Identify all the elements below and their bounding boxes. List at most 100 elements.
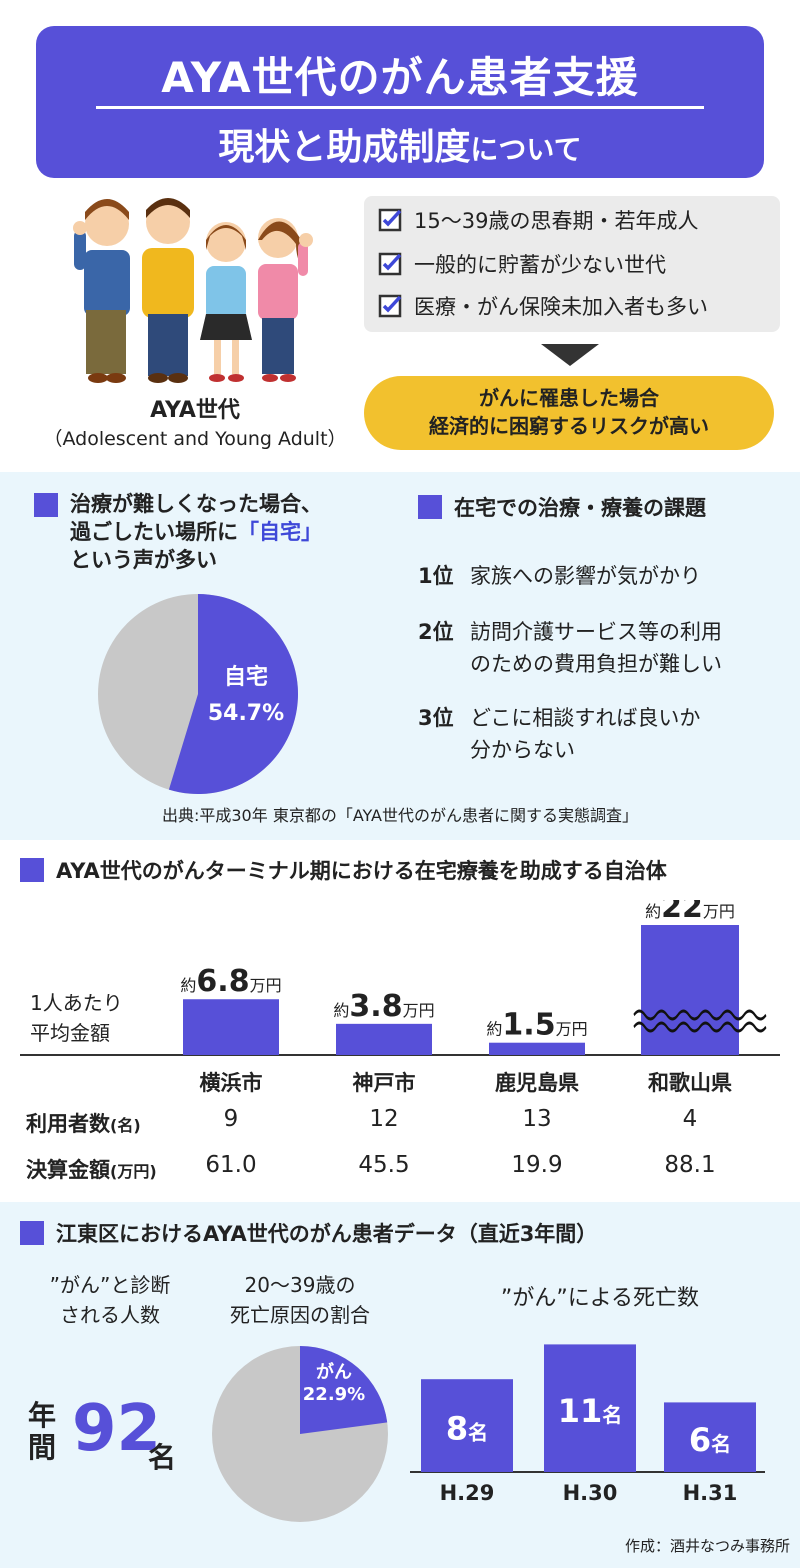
death-ratio-line2: 死亡原因の割合: [230, 1303, 370, 1327]
rank-text: どこに相談すれば良いか: [470, 706, 701, 730]
death-count-label: ”がん”による死亡数: [500, 1286, 700, 1311]
risk-callout: がんに罹患した場合 経済的に困窮するリスクが高い: [364, 376, 774, 450]
page-subtitle: 現状と助成制度について: [36, 118, 764, 170]
bar-value-label: 約6.8万円: [180, 964, 281, 999]
issues-heading-text: 在宅での治療・療養の課題: [454, 496, 706, 520]
pie-slice-highlight: [300, 1346, 388, 1434]
home-care-heading: 治療が難しくなった場合、 過ごしたい場所に「自宅」 という声が多い: [34, 490, 394, 574]
subtitle-main: 現状と助成制度: [218, 127, 471, 168]
section-marker: [20, 1221, 44, 1245]
municipality-heading-text: AYA世代のがんターミナル期における在宅療養を助成する自治体: [56, 859, 667, 883]
city-label: 鹿児島県: [495, 1071, 579, 1095]
users-cell: 13: [522, 1106, 552, 1132]
title-divider: [96, 106, 704, 109]
per-person-line2: 平均金額: [30, 1021, 110, 1045]
users-label: 利用者数: [26, 1112, 110, 1136]
budget-cell: 88.1: [664, 1152, 716, 1178]
bar-value-label: 8名: [446, 1410, 488, 1448]
axis-break-wave: [633, 1009, 767, 1021]
home-preference-pie: [98, 594, 299, 794]
rank-item: 1位 家族への影響が気がかり: [418, 560, 788, 592]
person-2: [142, 198, 194, 383]
rank-item: 3位 どこに相談すれば良いか 分からない: [418, 702, 788, 766]
checklist-item: 一般的に貯蓄が少ない世代: [378, 244, 778, 284]
aya-people-illustration: [73, 198, 313, 383]
rank-text: のための費用負担が難しい: [470, 652, 722, 676]
aya-checklist: 15〜39歳の思春期・若年成人 一般的に貯蓄が少ない世代 医療・がん保険未加入者…: [364, 196, 780, 332]
rank-number: 2位: [418, 620, 454, 644]
koto-heading-text: 江東区におけるAYA世代のがん患者データ（直近3年間）: [56, 1222, 598, 1246]
city-label: 横浜市: [199, 1071, 263, 1095]
rank-text: 家族への影響が気がかり: [470, 564, 701, 588]
checklist-text: 医療・がん保険未加入者も多い: [414, 295, 708, 319]
deaths-bar-chart: 8名 H.29 11名 H.30 6名 H.31: [410, 1344, 765, 1505]
home-heading-line2: 過ごしたい場所に: [70, 520, 238, 544]
users-unit: (名): [110, 1116, 141, 1135]
municipality-heading: AYA世代のがんターミナル期における在宅療養を助成する自治体: [20, 855, 790, 885]
category-label: H.30: [563, 1481, 618, 1505]
budget-label: 決算金額: [26, 1158, 110, 1182]
checklist-item: 医療・がん保険未加入者も多い: [378, 286, 778, 326]
rank-item: 2位 訪問介護サービス等の利用 のための費用負担が難しい: [418, 616, 788, 680]
bar-value-label: 約3.8万円: [333, 989, 434, 1024]
home-heading-line3: という声が多い: [70, 548, 217, 572]
death-ratio-label: 20〜39歳の 死亡原因の割合: [200, 1270, 400, 1330]
pie-home-label: 自宅 54.7%: [196, 660, 296, 732]
risk-line-2: 経済的に困窮するリスクが高い: [429, 414, 709, 438]
budget-unit: (万円): [110, 1162, 157, 1181]
checkbox-icon: [378, 208, 402, 232]
budget-cell: 45.5: [358, 1152, 410, 1178]
bar: [183, 999, 279, 1055]
yearly-kan: 間: [28, 1431, 57, 1464]
home-heading-line1: 治療が難しくなった場合、: [70, 492, 322, 516]
person-4: [258, 218, 313, 382]
pie-home-name: 自宅: [223, 665, 268, 690]
budget-cell: 19.9: [511, 1152, 563, 1178]
rank-text: 分からない: [470, 738, 575, 762]
bar-value-label: 約22万円: [645, 900, 735, 925]
death-cause-pie: [212, 1346, 388, 1522]
budget-row-label: 決算金額(万円): [26, 1154, 157, 1184]
section-marker: [34, 493, 58, 517]
axis-break-wave: [633, 1021, 767, 1033]
rank-text: 訪問介護サービス等の利用: [470, 620, 722, 644]
title-banner: AYA世代のがん患者支援 現状と助成制度について: [36, 26, 764, 178]
section-marker: [20, 858, 44, 882]
category-label: H.31: [683, 1481, 738, 1505]
bar-value-label: 11名: [558, 1392, 623, 1430]
users-cell: 4: [682, 1106, 698, 1132]
bar: [336, 1023, 432, 1055]
pie-cancer-value: 22.9%: [302, 1384, 366, 1405]
yearly-unit: 名: [148, 1441, 177, 1474]
city-label: 神戸市: [352, 1071, 416, 1095]
diagnosis-label: ”がん”と診断 される人数: [20, 1270, 200, 1330]
section-marker: [418, 495, 442, 519]
city-label: 和歌山県: [648, 1071, 732, 1095]
bar-value-label: 約1.5万円: [486, 1008, 587, 1043]
rank-number: 3位: [418, 706, 454, 730]
home-heading-accent: 「自宅」: [238, 520, 322, 544]
per-person-line1: 1人あたり: [30, 991, 123, 1015]
yearly-diagnosis: 年間 92 名: [24, 1392, 204, 1490]
users-row-label: 利用者数(名): [26, 1108, 141, 1138]
diagnosis-line1: ”がん”と診断: [49, 1273, 171, 1297]
page-title: AYA世代のがん患者支援: [161, 53, 639, 102]
issues-heading: 在宅での治療・療養の課題: [418, 492, 788, 522]
per-person-label: 1人あたり 平均金額: [30, 988, 160, 1048]
bar: [489, 1042, 585, 1055]
person-1: [73, 199, 130, 383]
aya-definition: （Adolescent and Young Adult）: [43, 428, 347, 450]
diagnosis-line2: される人数: [60, 1303, 160, 1327]
bar: [664, 1402, 756, 1472]
pie-cancer-label: がん 22.9%: [294, 1362, 374, 1406]
yearly-nen: 年: [28, 1399, 57, 1432]
bar: [544, 1344, 636, 1472]
checkbox-icon: [378, 294, 402, 318]
pie-slice-highlight: [168, 594, 299, 794]
arrow-down-icon: [541, 344, 599, 366]
subtitle-suffix: について: [470, 133, 582, 166]
person-3: [200, 222, 252, 382]
pie-cancer-name: がん: [316, 1362, 352, 1383]
bar: [421, 1379, 513, 1472]
rank-number: 1位: [418, 564, 454, 588]
